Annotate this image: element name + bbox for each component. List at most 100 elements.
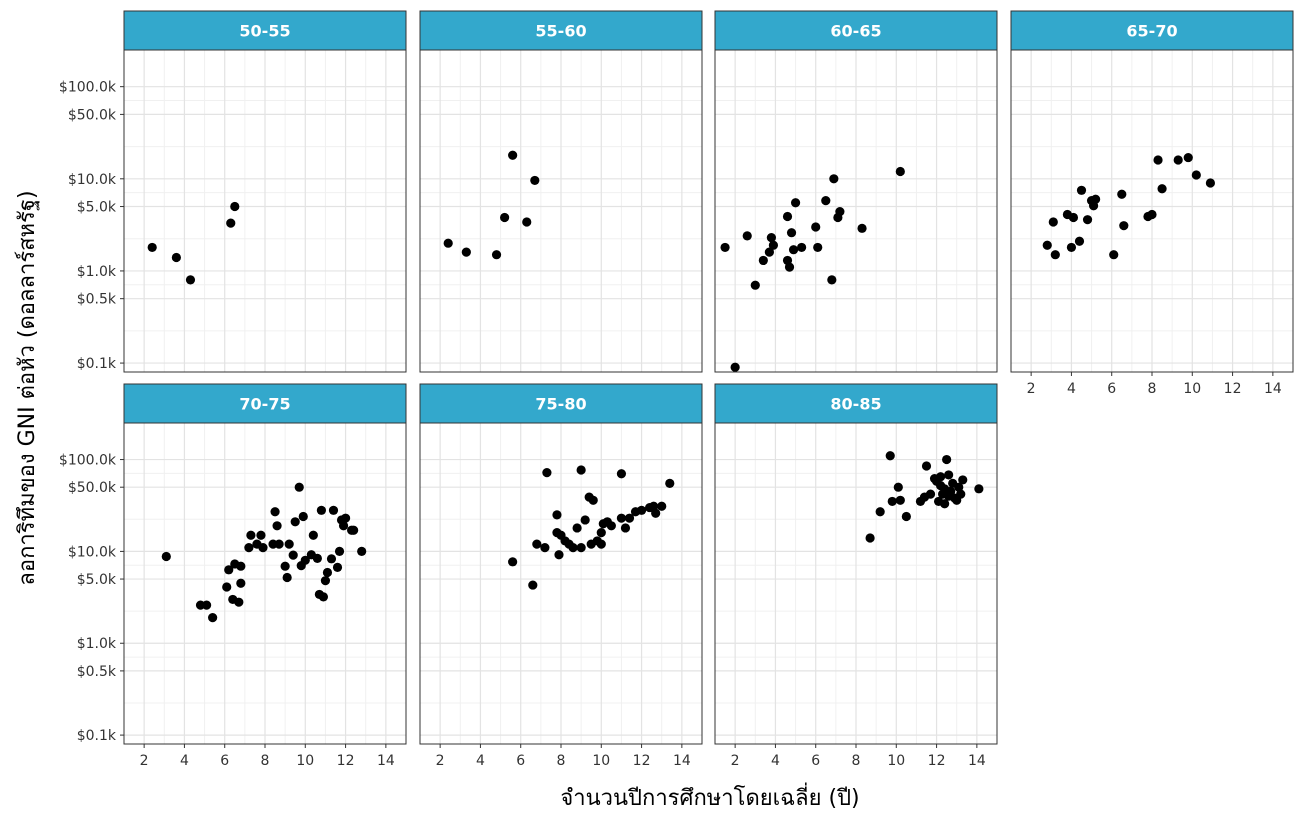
facet-strip <box>1010 10 1294 51</box>
data-point <box>720 242 730 253</box>
data-point <box>857 223 867 233</box>
data-point <box>338 521 349 531</box>
data-point <box>1048 217 1058 227</box>
x-tick-label: 8 <box>557 753 566 769</box>
data-point <box>1119 221 1129 231</box>
data-point <box>554 550 564 560</box>
panel-70-75: 70-75 $0.1k $0.5k $1.0k $5.0k $10.0k $50.0k $10… <box>59 383 407 769</box>
data-point <box>236 561 246 571</box>
data-point <box>244 542 254 553</box>
data-point <box>298 511 308 522</box>
data-point <box>147 242 157 253</box>
data-point <box>1076 185 1087 195</box>
y-tick-label: $0.1k <box>77 356 117 372</box>
data-point <box>942 454 952 465</box>
data-point <box>1091 194 1101 204</box>
data-point <box>326 554 337 564</box>
x-tick-label: 6 <box>516 753 525 769</box>
data-point <box>349 525 359 535</box>
data-point <box>576 465 586 475</box>
x-tick-label: 2 <box>731 753 740 769</box>
data-point <box>290 517 300 527</box>
data-point <box>766 233 777 243</box>
data-point <box>270 507 280 517</box>
data-point <box>334 546 345 557</box>
data-point <box>956 489 966 499</box>
data-point <box>580 515 590 525</box>
data-point <box>540 542 550 553</box>
data-point <box>835 207 845 217</box>
data-point <box>1109 250 1119 260</box>
data-point <box>288 550 298 560</box>
x-tick-label: 6 <box>811 753 820 769</box>
data-point <box>821 195 831 206</box>
x-tick-label: 4 <box>476 753 485 769</box>
panel-75-80: 75-80 2 4 6 8 10 12 14 <box>419 383 703 769</box>
x-tick-label: 10 <box>887 753 905 769</box>
data-point <box>161 551 171 562</box>
x-tick-label: 12 <box>928 753 946 769</box>
data-point <box>1157 184 1167 194</box>
data-point <box>895 166 905 177</box>
x-tick-label: 14 <box>377 753 395 769</box>
data-point <box>865 533 875 543</box>
data-point <box>893 482 903 492</box>
data-point <box>230 201 240 212</box>
data-point <box>651 508 661 518</box>
y-tick-label: $0.1k <box>77 728 117 744</box>
data-point <box>596 539 606 549</box>
facet-strip-label: 70-75 <box>239 395 290 414</box>
data-point <box>224 565 234 575</box>
y-tick-label: $1.0k <box>77 636 117 652</box>
data-point <box>542 468 552 478</box>
facet-strip <box>714 383 998 424</box>
data-point <box>620 523 631 533</box>
data-point <box>750 280 760 290</box>
data-point <box>508 557 518 567</box>
y-tick-label: $0.5k <box>77 292 117 308</box>
data-point <box>827 275 837 285</box>
data-point <box>318 592 329 602</box>
data-point <box>616 513 627 523</box>
panel-55-60: 55-60 <box>419 10 703 373</box>
data-point <box>443 238 453 248</box>
data-point <box>940 499 950 509</box>
data-point <box>1074 236 1085 246</box>
x-axis-title: จำนวนปีการศึกษาโดยเฉลี่ย (ปี) <box>560 782 859 811</box>
data-point <box>901 511 911 522</box>
data-point <box>280 561 290 571</box>
data-point <box>788 245 799 255</box>
x-tick-label: 12 <box>633 753 651 769</box>
x-tick-label: 4 <box>771 753 780 769</box>
facet-strip <box>419 383 703 424</box>
facet-strip-label: 60-65 <box>830 22 881 41</box>
facet-strip-label: 75-80 <box>535 395 586 414</box>
x-tick-label: 8 <box>852 753 861 769</box>
data-point <box>1205 178 1216 188</box>
panel-80-85: 80-85 2 4 6 8 10 12 14 <box>714 383 998 769</box>
x-tick-label: 12 <box>337 753 355 769</box>
data-point <box>528 580 538 590</box>
data-point <box>282 572 292 583</box>
data-point <box>588 495 598 505</box>
data-point <box>1042 240 1052 250</box>
data-point <box>936 472 946 482</box>
data-point <box>829 174 839 184</box>
data-point <box>568 542 578 553</box>
data-point <box>649 501 659 511</box>
data-point <box>797 242 807 253</box>
y-tick-label: $1.0k <box>77 264 117 280</box>
data-point <box>1191 170 1201 180</box>
data-point <box>357 546 367 557</box>
panel-60-65: 60-65 <box>714 10 998 373</box>
facet-strip-label: 80-85 <box>830 395 881 414</box>
data-point <box>491 250 502 260</box>
y-tick-label: $50.0k <box>68 107 117 123</box>
x-tick-label: 6 <box>1107 381 1116 397</box>
y-tick-label: $0.5k <box>77 664 117 680</box>
data-point <box>294 482 304 492</box>
data-point <box>236 578 246 588</box>
data-point <box>606 521 616 531</box>
data-point <box>616 469 627 479</box>
